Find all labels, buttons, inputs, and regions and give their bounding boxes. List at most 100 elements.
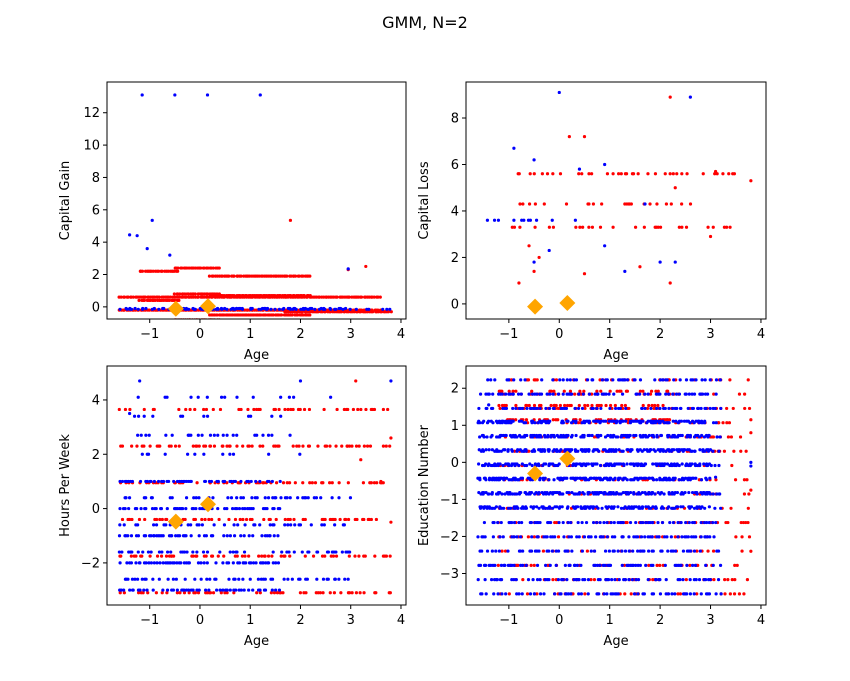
- data-point: [235, 433, 239, 437]
- data-point: [274, 496, 278, 500]
- data-point: [528, 592, 533, 596]
- data-point: [504, 592, 508, 596]
- data-point: [643, 202, 647, 206]
- data-point: [574, 419, 578, 423]
- data-point: [646, 172, 650, 176]
- data-point: [542, 448, 546, 452]
- data-point: [669, 535, 673, 539]
- data-point: [603, 448, 607, 452]
- data-point: [159, 328, 162, 331]
- data-point: [726, 435, 731, 439]
- data-point: [143, 534, 148, 538]
- data-point: [564, 202, 569, 206]
- data-point: [574, 433, 578, 438]
- data-point: [225, 444, 229, 448]
- data-point: [646, 505, 650, 509]
- data-point: [277, 407, 281, 412]
- data-point: [148, 444, 152, 448]
- data-point: [632, 490, 636, 495]
- data-point: [662, 492, 666, 496]
- data-point: [651, 592, 656, 596]
- data-point: [298, 379, 303, 383]
- data-point: [696, 406, 701, 411]
- data-point: [684, 462, 689, 466]
- data-point: [169, 444, 173, 448]
- data-point: [321, 577, 326, 581]
- data-point: [516, 392, 521, 396]
- data-point: [164, 433, 168, 437]
- data-point: [149, 561, 153, 565]
- data-point: [583, 578, 587, 582]
- data-point: [146, 452, 151, 456]
- data-point: [208, 577, 212, 581]
- data-point: [672, 448, 676, 452]
- data-point: [587, 392, 591, 396]
- data-point: [667, 392, 671, 396]
- data-point: [532, 403, 537, 408]
- data-point: [649, 419, 653, 423]
- data-point: [338, 306, 343, 311]
- y-tick-label: 8: [451, 112, 459, 127]
- data-point: [607, 505, 611, 509]
- data-point: [621, 462, 625, 466]
- data-point: [160, 550, 164, 554]
- data-point: [363, 554, 367, 558]
- data-point: [227, 577, 231, 581]
- data-point: [221, 588, 225, 592]
- data-point: [605, 592, 609, 596]
- data-point: [515, 505, 519, 509]
- data-point: [673, 490, 677, 495]
- data-point: [202, 295, 206, 299]
- data-point: [202, 452, 206, 456]
- data-point: [545, 392, 549, 396]
- data-point: [267, 479, 271, 484]
- data-point: [484, 490, 488, 495]
- data-point: [237, 577, 241, 581]
- data-point: [510, 448, 514, 452]
- data-point: [718, 492, 722, 496]
- data-point: [494, 419, 499, 423]
- data-point: [342, 523, 346, 527]
- data-point: [700, 433, 704, 438]
- data-point: [126, 295, 130, 299]
- data-point: [598, 520, 602, 525]
- data-point: [590, 225, 595, 229]
- data-point: [625, 520, 629, 525]
- data-point: [146, 550, 151, 554]
- data-point: [599, 433, 603, 438]
- data-point: [189, 523, 193, 527]
- data-point: [341, 307, 345, 311]
- data-point: [184, 496, 189, 500]
- data-point: [611, 490, 615, 495]
- data-point: [242, 534, 246, 538]
- y-axis-label: Capital Loss: [417, 161, 432, 239]
- data-point: [144, 506, 148, 511]
- data-point: [591, 520, 596, 525]
- data-point: [279, 554, 283, 558]
- data-point: [648, 202, 652, 206]
- data-point: [144, 306, 148, 311]
- data-point: [534, 218, 539, 222]
- data-point: [178, 292, 182, 296]
- data-point: [601, 535, 605, 539]
- data-point: [644, 520, 648, 525]
- data-point: [356, 407, 360, 412]
- data-point: [222, 295, 227, 299]
- data-point: [165, 506, 169, 511]
- data-point: [476, 578, 480, 582]
- data-point: [185, 550, 189, 554]
- data-point: [261, 444, 265, 448]
- data-point: [175, 588, 179, 592]
- data-point: [364, 264, 368, 269]
- data-point: [301, 444, 305, 448]
- data-point: [147, 308, 152, 312]
- data-point: [591, 378, 595, 382]
- data-point: [528, 172, 532, 176]
- data-point: [511, 392, 515, 396]
- data-point: [644, 476, 648, 480]
- data-point: [141, 306, 145, 311]
- data-point: [120, 444, 125, 448]
- data-point: [320, 523, 324, 527]
- data-point: [512, 520, 517, 525]
- data-point: [168, 295, 173, 299]
